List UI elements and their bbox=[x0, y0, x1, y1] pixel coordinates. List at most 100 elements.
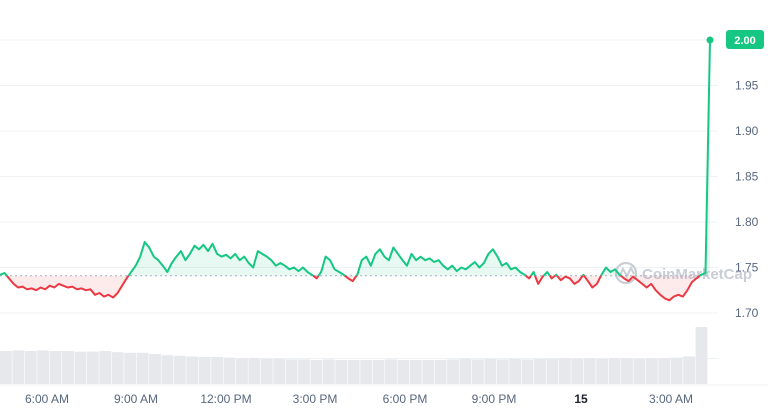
x-tick-label: 3:00 AM bbox=[649, 392, 693, 406]
y-axis: 1.70 1.75 1.80 1.85 1.90 1.95 bbox=[735, 79, 759, 321]
last-price-badge-bg bbox=[726, 30, 764, 49]
volume-bar bbox=[385, 359, 397, 384]
volume-bar bbox=[596, 358, 609, 384]
volume-bar bbox=[12, 350, 25, 384]
area-fill-down bbox=[584, 275, 601, 288]
volume-bar bbox=[149, 354, 161, 384]
volume-bar bbox=[558, 358, 571, 384]
x-tick-label: 9:00 AM bbox=[114, 392, 158, 406]
volume-bar bbox=[534, 358, 546, 384]
volume-bar bbox=[124, 352, 137, 384]
coinmarketcap-watermark: CoinMarketCap bbox=[614, 261, 752, 285]
volume-bar bbox=[608, 358, 621, 384]
volume-bar bbox=[161, 355, 174, 384]
volume-bar bbox=[285, 359, 298, 384]
volume-bars bbox=[0, 327, 708, 384]
volume-bar bbox=[571, 358, 584, 384]
volume-bar bbox=[459, 358, 472, 384]
line-segment-up bbox=[600, 266, 622, 277]
volume-bar bbox=[236, 358, 248, 384]
volume-bar bbox=[621, 358, 633, 384]
price-line bbox=[0, 39, 711, 302]
volume-bar bbox=[658, 358, 671, 384]
area-fills bbox=[0, 40, 710, 301]
volume-bar bbox=[484, 358, 497, 384]
volume-bar bbox=[0, 351, 12, 384]
volume-bar bbox=[509, 358, 522, 384]
area-fill-up bbox=[128, 242, 314, 276]
volume-bar bbox=[298, 359, 310, 384]
line-segment-down bbox=[548, 274, 556, 280]
line-segment-down bbox=[534, 274, 545, 285]
volume-bar bbox=[99, 351, 112, 384]
y-tick-label: 1.80 bbox=[735, 215, 759, 229]
watermark-text: CoinMarketCap bbox=[642, 266, 752, 283]
area-fill-up bbox=[601, 267, 621, 276]
line-segment-up bbox=[355, 246, 527, 277]
line-segment-up bbox=[542, 271, 551, 277]
line-segment-down bbox=[344, 274, 358, 283]
volume-bar bbox=[186, 356, 199, 384]
volume-bar bbox=[24, 351, 37, 384]
volume-bar bbox=[360, 360, 373, 384]
last-price-dot bbox=[706, 36, 714, 44]
volume-bar bbox=[260, 358, 273, 384]
volume-bar bbox=[136, 352, 149, 384]
volume-bar bbox=[583, 358, 596, 384]
x-tick-label: 9:00 PM bbox=[472, 392, 517, 406]
volume-bar bbox=[434, 360, 447, 384]
volume-bar bbox=[198, 357, 211, 384]
x-tick-label: 3:00 PM bbox=[293, 392, 338, 406]
volume-bar bbox=[695, 327, 708, 384]
volume-bar bbox=[223, 357, 236, 384]
x-tick-label: 15 bbox=[574, 392, 588, 406]
line-segment-down bbox=[556, 275, 584, 285]
volume-bar bbox=[62, 351, 74, 384]
volume-bar bbox=[37, 350, 50, 384]
volume-bar bbox=[335, 360, 348, 384]
line-segment-down bbox=[312, 274, 320, 280]
line-segment-up bbox=[0, 272, 8, 277]
volume-bar bbox=[521, 359, 534, 384]
line-segment-down bbox=[6, 275, 130, 299]
last-price-badge-label: 2.00 bbox=[734, 35, 755, 47]
line-segment-up bbox=[530, 271, 536, 277]
y-tick-label: 1.75 bbox=[735, 261, 759, 275]
volume-bar bbox=[409, 360, 422, 384]
line-segment-up bbox=[317, 255, 346, 277]
volume-bar bbox=[347, 360, 360, 384]
y-tick-label: 1.90 bbox=[735, 124, 759, 138]
y-tick-label: 1.85 bbox=[735, 170, 759, 184]
line-segment-down bbox=[620, 274, 701, 302]
volume-bar bbox=[74, 351, 87, 384]
line-segment-up bbox=[581, 273, 585, 277]
volume-bar bbox=[683, 356, 695, 384]
line-segment-down bbox=[583, 275, 602, 289]
volume-bar bbox=[496, 359, 509, 384]
line-segment-up bbox=[554, 273, 558, 277]
grid-lines bbox=[0, 39, 768, 386]
line-segment-up bbox=[127, 241, 314, 277]
volume-bar bbox=[111, 352, 124, 384]
volume-bar bbox=[273, 358, 286, 384]
last-price-badge: 2.00 bbox=[726, 30, 764, 49]
volume-bar bbox=[447, 359, 459, 384]
x-tick-label: 6:00 PM bbox=[383, 392, 428, 406]
volume-bar bbox=[472, 359, 484, 384]
volume-bar bbox=[86, 351, 99, 384]
volume-bar bbox=[397, 360, 410, 384]
volume-bar bbox=[49, 351, 62, 384]
volume-bar bbox=[645, 358, 658, 384]
volume-bar bbox=[372, 360, 385, 384]
x-tick-label: 6:00 AM bbox=[25, 392, 69, 406]
volume-bar bbox=[322, 359, 335, 384]
volume-bar bbox=[310, 360, 323, 384]
volume-bar bbox=[173, 355, 186, 384]
x-axis: 6:00 AM 9:00 AM 12:00 PM 3:00 PM 6:00 PM 9:00… bbox=[25, 392, 693, 406]
y-tick-label: 1.95 bbox=[735, 79, 759, 93]
volume-bar bbox=[546, 358, 559, 384]
volume-bar bbox=[633, 358, 646, 384]
line-segment-down bbox=[525, 274, 532, 280]
line-segment-up bbox=[699, 39, 711, 277]
